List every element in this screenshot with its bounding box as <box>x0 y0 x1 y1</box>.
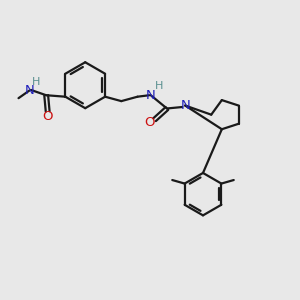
Text: O: O <box>42 110 53 123</box>
Text: O: O <box>145 116 155 128</box>
Text: N: N <box>146 89 156 102</box>
Text: H: H <box>32 77 41 87</box>
Text: N: N <box>25 84 34 97</box>
Text: H: H <box>155 81 163 91</box>
Text: N: N <box>180 99 190 112</box>
